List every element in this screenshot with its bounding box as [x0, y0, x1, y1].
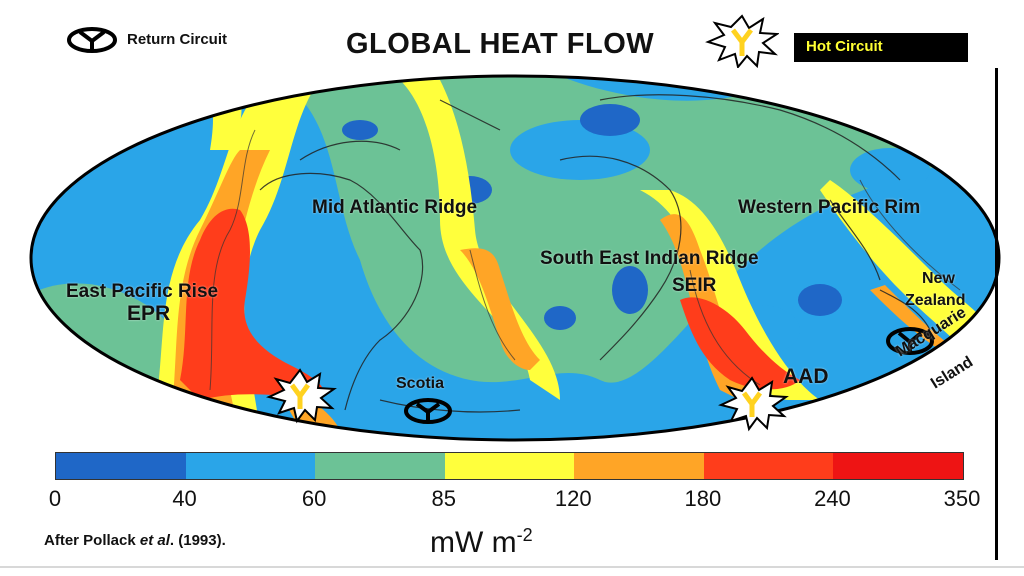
mid-atlantic-ridge-label: Mid Atlantic Ridge	[312, 197, 478, 218]
scale-bin-1	[185, 453, 316, 479]
scale-bin-6	[833, 453, 964, 479]
hot-circuit-label: Hot Circuit	[806, 38, 883, 55]
scale-bin-3	[444, 453, 575, 479]
east-pacific-rise-label: East Pacific Rise	[66, 281, 219, 302]
page-title: GLOBAL HEAT FLOW	[346, 28, 655, 60]
scale-tick-label: 60	[301, 486, 327, 511]
return-circuit-icon	[67, 27, 117, 53]
return-circuit-icon	[404, 398, 452, 424]
scale-tick-label: 350	[943, 486, 981, 511]
scale-tick-label: 240	[814, 486, 851, 511]
right-border	[995, 68, 998, 560]
seir-label: SEIR	[672, 275, 717, 296]
scale-tick-label: 180	[684, 486, 722, 511]
hot-circuit-icon	[266, 368, 337, 424]
scale-bin-5	[703, 453, 834, 479]
return-circuit-label: Return Circuit	[127, 31, 228, 48]
scale-bin-2	[315, 453, 445, 479]
scale-bin-0	[56, 453, 186, 479]
south-east-indian-ridge-label: South East Indian Ridge	[540, 248, 759, 269]
return-circuit-icon	[886, 327, 934, 355]
hot-circuit-icon	[718, 376, 789, 432]
scale-bin-4	[574, 453, 704, 479]
new-zealand-label-line2: Zealand	[905, 292, 966, 309]
epr-label: EPR	[127, 302, 171, 325]
scale-tick-label: 0	[48, 486, 62, 511]
hot-circuit-legend: Hot Circuit	[794, 33, 968, 62]
bottom-divider	[0, 566, 1024, 568]
source-citation: After Pollack et al. (1993).	[44, 532, 226, 549]
color-scale-bar	[55, 452, 964, 480]
aad-label: AAD	[783, 365, 829, 388]
hot-circuit-icon	[705, 14, 779, 68]
scotia-label: Scotia	[396, 375, 445, 392]
western-pacific-rim-label: Western Pacific Rim	[738, 197, 921, 218]
new-zealand-label-line1: New	[922, 270, 955, 287]
scale-tick-label: 120	[554, 486, 592, 511]
unit-label: mW m-2	[430, 525, 533, 559]
scale-tick-label: 40	[172, 486, 197, 511]
scale-tick-label: 85	[431, 486, 456, 511]
